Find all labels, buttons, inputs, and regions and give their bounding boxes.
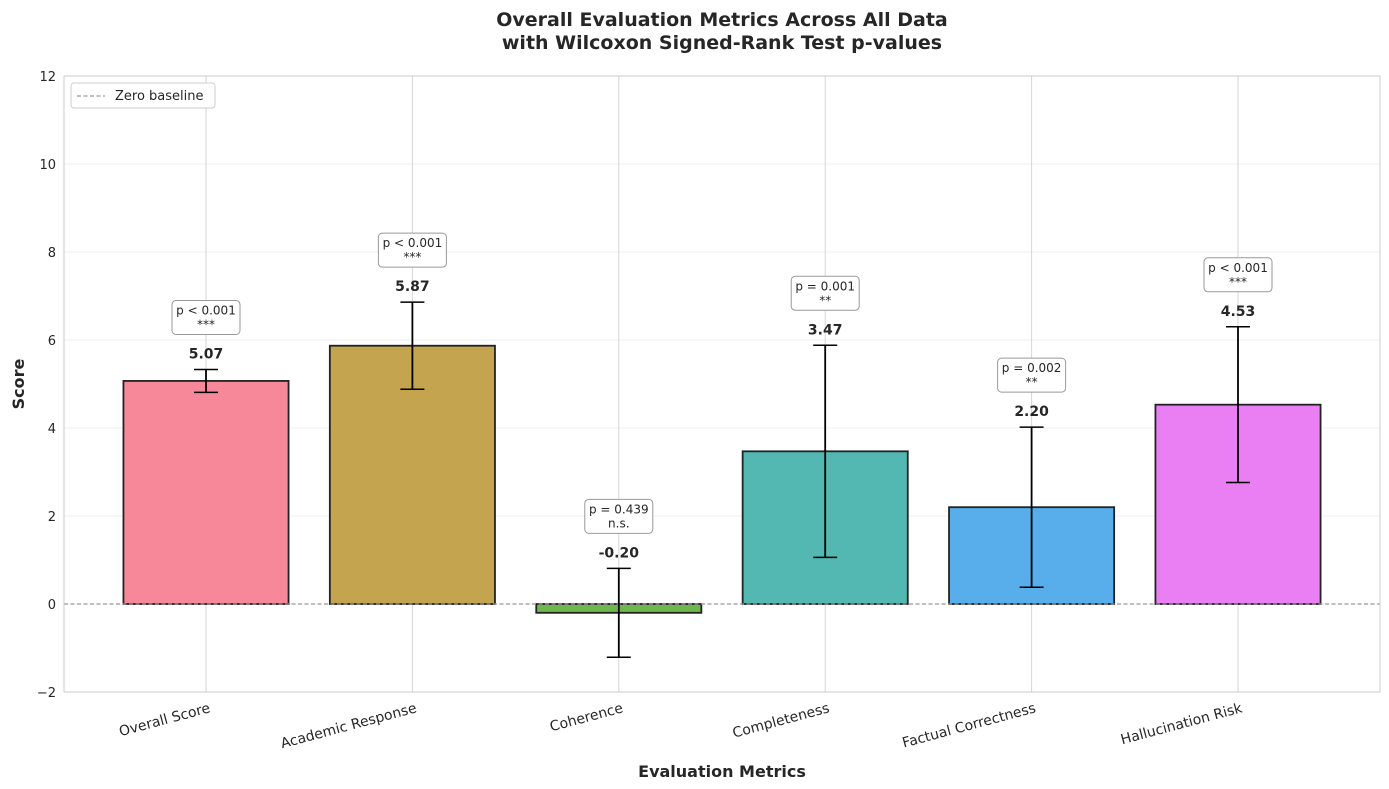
p-value-label: p < 0.001 <box>176 303 236 317</box>
legend: Zero baseline <box>70 82 216 109</box>
p-value-label: p < 0.001 <box>383 236 443 250</box>
chart-title-line2: with Wilcoxon Signed-Rank Test p-values <box>502 32 942 54</box>
p-value-label: p = 0.439 <box>589 502 649 516</box>
x-tick-label: Completeness <box>731 700 831 741</box>
y-tick-label: 10 <box>39 158 56 173</box>
plot-frame <box>63 75 1381 693</box>
p-value-box <box>377 232 447 268</box>
legend-box <box>70 82 216 109</box>
legend-label: Zero baseline <box>115 89 204 104</box>
y-tick-label: 2 <box>48 510 56 525</box>
y-tick-label: 8 <box>48 246 56 261</box>
x-tick-label: Academic Response <box>279 700 418 752</box>
p-value-box <box>171 299 241 335</box>
y-tick-label: 0 <box>48 598 56 613</box>
p-value-box <box>584 498 654 534</box>
x-tick-label: Coherence <box>548 700 625 735</box>
significance-label: *** <box>403 250 421 264</box>
y-tick-label: 6 <box>48 334 56 349</box>
x-tick-label: Factual Correctness <box>901 700 1038 751</box>
p-value-label: p < 0.001 <box>1208 261 1268 275</box>
p-value-box <box>790 275 860 311</box>
p-value-label: p = 0.001 <box>795 279 855 293</box>
significance-label: ** <box>1026 375 1038 389</box>
y-axis-label: Score <box>9 358 28 409</box>
y-tick-label: 4 <box>48 422 56 437</box>
value-label: 2.20 <box>1014 404 1049 420</box>
x-axis-label: Evaluation Metrics <box>638 762 806 781</box>
value-label: 4.53 <box>1221 304 1256 320</box>
value-label: 5.07 <box>189 346 224 362</box>
significance-label: *** <box>197 317 215 331</box>
significance-label: n.s. <box>608 516 630 530</box>
value-label: -0.20 <box>599 545 640 561</box>
y-tick-label: 12 <box>39 70 56 85</box>
bar <box>122 380 290 605</box>
p-value-box <box>1203 257 1273 293</box>
x-tick-label: Overall Score <box>117 700 212 740</box>
chart-title-line1: Overall Evaluation Metrics Across All Da… <box>496 9 948 31</box>
x-tick-label: Hallucination Risk <box>1119 700 1245 748</box>
p-value-label: p = 0.002 <box>1002 361 1062 375</box>
significance-label: ** <box>819 293 831 307</box>
p-value-box <box>997 357 1067 393</box>
significance-label: *** <box>1229 275 1247 289</box>
y-tick-label: −2 <box>37 686 56 701</box>
value-label: 3.47 <box>808 322 843 338</box>
value-label: 5.87 <box>395 279 430 295</box>
